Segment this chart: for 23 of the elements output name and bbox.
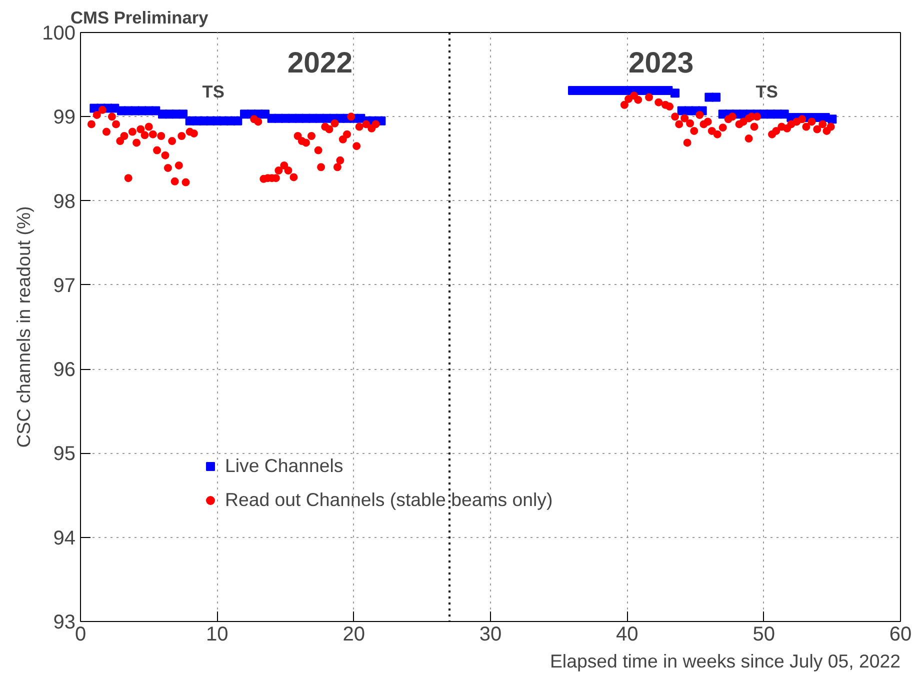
x-axis-title: Elapsed time in weeks since July 05, 2022 [550,650,900,672]
x-tick-label: 0 [74,624,86,646]
legend-label: Live Channels [225,455,344,477]
y-tick-label: 96 [53,359,76,382]
annotation: TS [756,81,778,102]
y-tick-label: 98 [53,190,76,213]
x-tick-label: 40 [616,624,638,646]
y-tick-label: 93 [53,612,76,634]
x-tick-label: 30 [479,624,502,646]
y-tick-label: 95 [53,443,76,466]
legend-label: Read out Channels (stable beams only) [225,489,553,511]
x-tick-label: 10 [206,624,228,646]
x-tick-label: 60 [889,624,912,646]
y-tick-label: 97 [53,274,76,297]
x-tick-label: 20 [342,624,365,646]
y-axis-title: CSC channels in readout (%) [13,206,34,448]
annotation: 2023 [628,46,694,80]
y-tick-label: 99 [53,106,76,129]
y-tick-label: 100 [42,22,76,44]
y-tick-label: 94 [53,527,76,550]
annotation: 2022 [287,46,353,80]
annotation: TS [202,81,224,102]
x-tick-label: 50 [752,624,775,646]
